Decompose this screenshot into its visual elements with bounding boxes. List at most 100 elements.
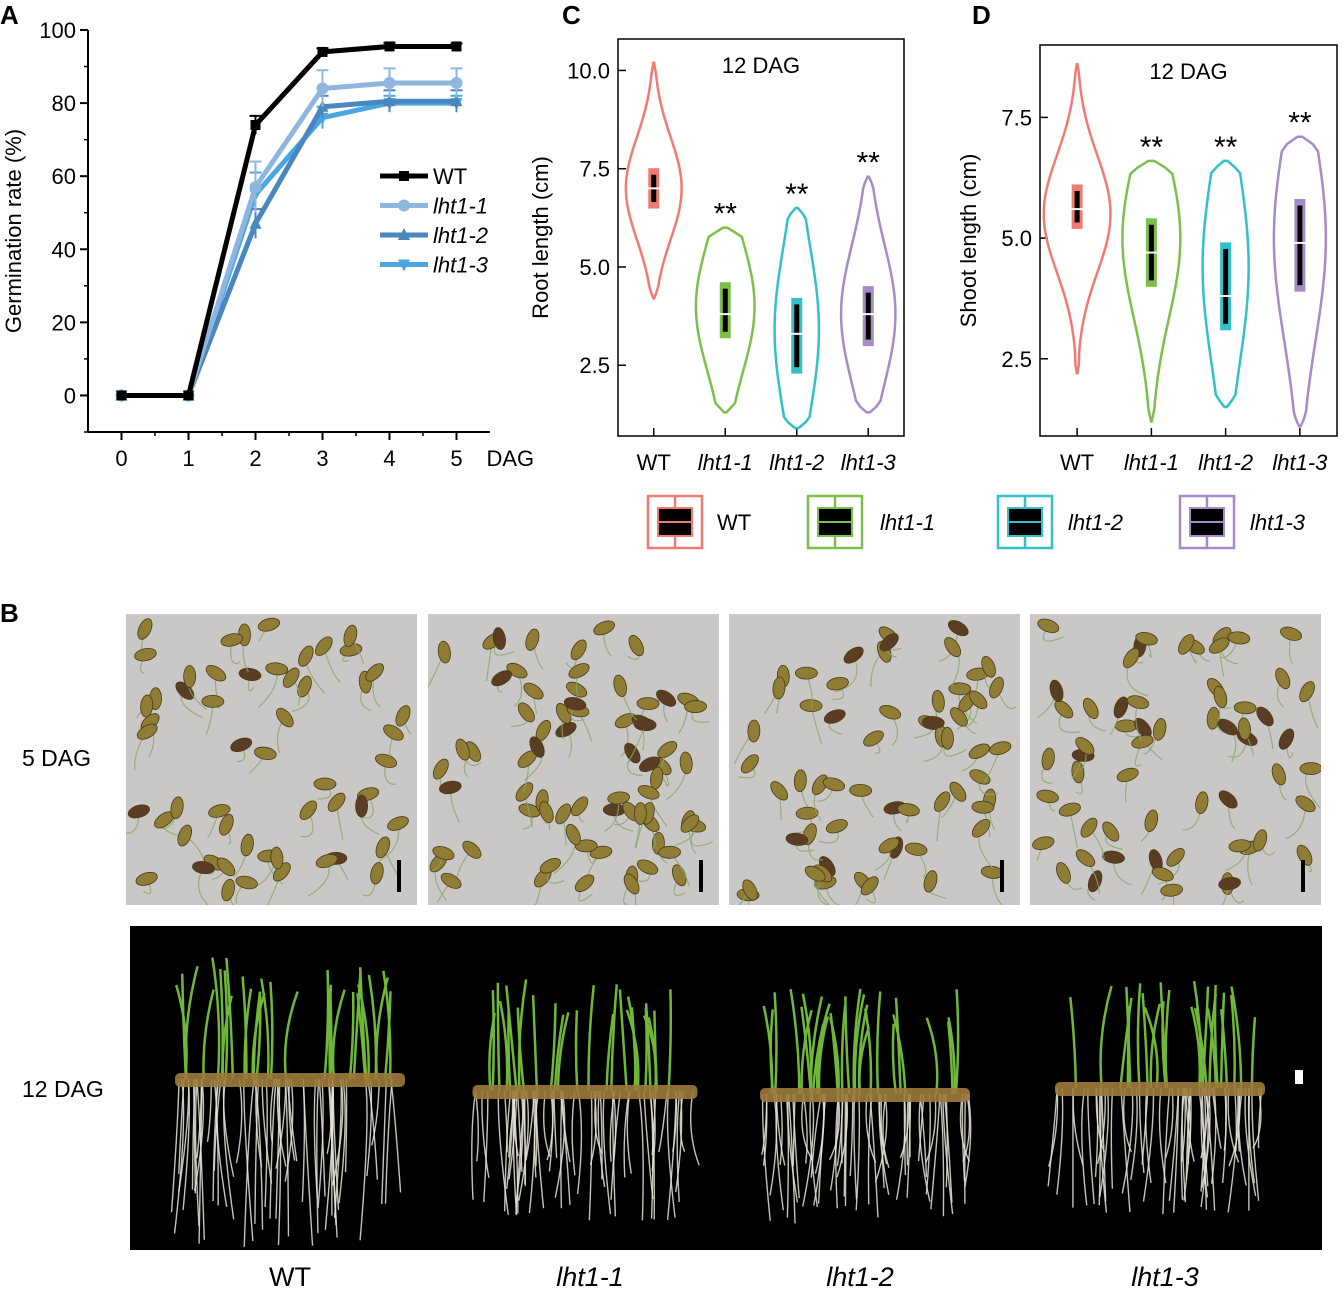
root xyxy=(649,1090,654,1219)
seed xyxy=(1227,631,1251,645)
seed xyxy=(1113,696,1129,719)
violin-lht1-1 xyxy=(1121,159,1182,423)
root xyxy=(576,1090,583,1195)
seed xyxy=(628,634,644,657)
seed xyxy=(219,813,234,836)
root xyxy=(939,1093,945,1217)
seed xyxy=(680,814,700,833)
seed xyxy=(313,777,337,791)
significance-mark: ** xyxy=(714,198,738,231)
shoot xyxy=(549,1003,557,1092)
shoot xyxy=(367,974,378,1080)
root xyxy=(666,1090,677,1220)
seed-photo-lht1-2 xyxy=(729,614,1020,905)
y-tick-label: 7.5 xyxy=(579,157,610,182)
root xyxy=(333,1078,342,1218)
data-point xyxy=(399,171,409,181)
x-tick-label: 0 xyxy=(115,446,127,471)
seed xyxy=(1233,701,1257,715)
shoot xyxy=(1125,986,1132,1089)
significance-mark: ** xyxy=(1288,107,1312,140)
root xyxy=(497,1090,509,1215)
seed xyxy=(574,874,595,893)
violin-annotation: 12 DAG xyxy=(1149,59,1227,84)
root xyxy=(623,1090,631,1178)
seed xyxy=(518,803,541,818)
shoot xyxy=(348,991,355,1080)
seed xyxy=(989,741,1012,756)
shoot xyxy=(1219,1009,1229,1089)
root xyxy=(275,1078,287,1169)
shoot xyxy=(789,988,801,1095)
root xyxy=(1098,1087,1102,1206)
seed xyxy=(658,845,681,859)
x-tick-label: lht1-2 xyxy=(1198,450,1253,475)
root xyxy=(962,1093,971,1163)
root xyxy=(1099,1087,1109,1198)
shoot xyxy=(925,1017,939,1095)
root xyxy=(1121,1087,1134,1194)
y-axis-label: Root length (cm) xyxy=(528,156,553,319)
root xyxy=(1198,1087,1209,1187)
shoot xyxy=(840,1004,847,1095)
seed xyxy=(395,705,411,727)
y-axis-label: Shoot length (cm) xyxy=(956,154,981,328)
root xyxy=(658,1090,668,1153)
seed xyxy=(492,627,506,650)
shoot xyxy=(605,1013,615,1092)
seed xyxy=(1058,802,1081,817)
seed xyxy=(327,792,346,812)
seed xyxy=(529,736,545,758)
seed xyxy=(593,620,615,636)
seed xyxy=(639,756,661,772)
x-tick-label: 2 xyxy=(249,446,261,471)
root xyxy=(1162,1087,1171,1215)
root xyxy=(474,1090,479,1162)
x-tick-label: 1 xyxy=(182,446,194,471)
seed xyxy=(216,857,236,877)
seed xyxy=(238,667,262,682)
root xyxy=(787,1093,799,1203)
seed xyxy=(793,769,807,793)
root xyxy=(874,1093,888,1183)
root xyxy=(254,1078,260,1224)
seed xyxy=(1228,839,1252,853)
y-tick-label: 0 xyxy=(64,383,76,408)
data-point xyxy=(398,228,410,240)
root xyxy=(178,1078,185,1174)
seed xyxy=(1178,634,1195,655)
seed xyxy=(623,873,640,895)
seed xyxy=(192,861,215,875)
root xyxy=(1100,1087,1107,1202)
seed xyxy=(570,639,587,661)
shoot xyxy=(642,1015,658,1092)
seed xyxy=(656,689,677,707)
shoot xyxy=(815,1003,831,1095)
root xyxy=(1181,1087,1187,1203)
series-line xyxy=(121,100,457,398)
seed xyxy=(843,646,864,664)
seed xyxy=(971,818,991,838)
seed xyxy=(220,633,243,647)
seed xyxy=(1080,817,1098,838)
seed xyxy=(1102,821,1120,842)
data-point xyxy=(249,216,262,229)
root xyxy=(1200,1087,1209,1208)
shoot xyxy=(1250,1017,1257,1089)
shoot xyxy=(241,976,248,1080)
seed xyxy=(948,682,972,696)
root xyxy=(264,1078,268,1207)
charts-canvas: 0 20 40 60 80 100 0 1 2 3 4 5 DAG Germination rate (%… xyxy=(1,18,1338,550)
seed xyxy=(539,858,561,874)
seed xyxy=(624,742,641,764)
y-tick-label: 5.0 xyxy=(579,255,610,280)
seed xyxy=(795,806,819,820)
seed-photo-lht1-1 xyxy=(428,614,719,905)
seed xyxy=(1036,789,1059,804)
x-tick-label: 4 xyxy=(383,446,395,471)
shoot xyxy=(844,996,851,1095)
seed xyxy=(1126,695,1150,710)
genotype-label-lht1-1: lht1-1 xyxy=(556,1262,624,1292)
violin-lht1-2 xyxy=(1201,159,1250,409)
seed xyxy=(135,871,158,886)
